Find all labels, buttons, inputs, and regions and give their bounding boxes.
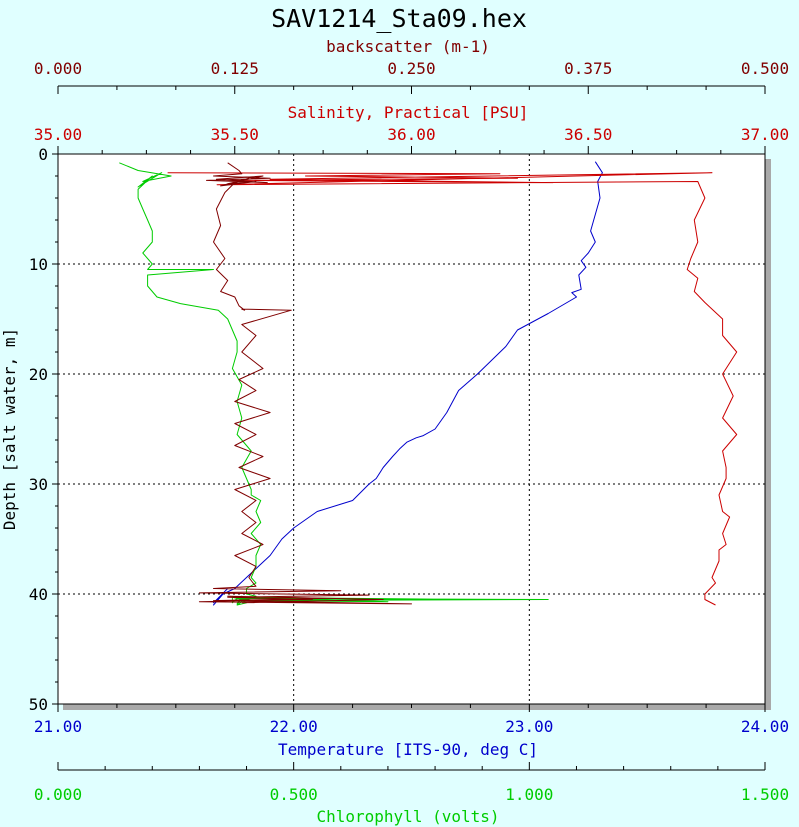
salinity-tick-label: 36.50 — [564, 125, 612, 144]
backscatter-tick-label: 0.125 — [211, 59, 259, 78]
chlorophyll-axis-label: Chlorophyll (volts) — [316, 807, 499, 826]
temperature-axis-label: Temperature [ITS-90, deg C] — [278, 740, 538, 759]
backscatter-tick-label: 0.000 — [34, 59, 82, 78]
backscatter-tick-label: 0.250 — [387, 59, 435, 78]
backscatter-tick-label: 0.500 — [741, 59, 789, 78]
backscatter-axis-label: backscatter (m-1) — [326, 37, 490, 56]
chlorophyll-tick-label: 0.500 — [270, 785, 318, 804]
depth-axis-label: Depth [salt water, m] — [0, 328, 19, 530]
grid-lines — [58, 154, 765, 704]
depth-tick-label: 10 — [29, 255, 48, 274]
salinity-axis-label: Salinity, Practical [PSU] — [288, 103, 529, 122]
depth-tick-label: 20 — [29, 365, 48, 384]
salinity-tick-label: 36.00 — [387, 125, 435, 144]
plot-area — [57, 153, 766, 705]
temperature-tick-label: 24.00 — [741, 717, 789, 736]
depth-tick-label: 50 — [29, 695, 48, 714]
temperature-series-line — [213, 161, 603, 606]
chlorophyll-tick-label: 1.000 — [505, 785, 553, 804]
salinity-series-line — [167, 172, 738, 606]
chlorophyll-tick-label: 0.000 — [34, 785, 82, 804]
series-layer — [119, 161, 738, 606]
depth-tick-label: 40 — [29, 585, 48, 604]
chart-title: SAV1214_Sta09.hex — [271, 4, 527, 33]
salinity-tick-label: 35.00 — [34, 125, 82, 144]
temperature-tick-label: 22.00 — [270, 717, 318, 736]
backscatter-series-line — [198, 162, 412, 605]
axes-layer: 0 10 20 30 40 50 0.000 0.125 0.250 0.375 0.500 35.0… — [29, 59, 789, 804]
temperature-tick-label: 23.00 — [505, 717, 553, 736]
depth-tick-label: 0 — [38, 145, 48, 164]
salinity-tick-label: 37.00 — [741, 125, 789, 144]
depth-tick-label: 30 — [29, 475, 48, 494]
chlorophyll-tick-label: 1.500 — [741, 785, 789, 804]
salinity-tick-label: 35.50 — [211, 125, 259, 144]
backscatter-tick-label: 0.375 — [564, 59, 612, 78]
temperature-tick-label: 21.00 — [34, 717, 82, 736]
